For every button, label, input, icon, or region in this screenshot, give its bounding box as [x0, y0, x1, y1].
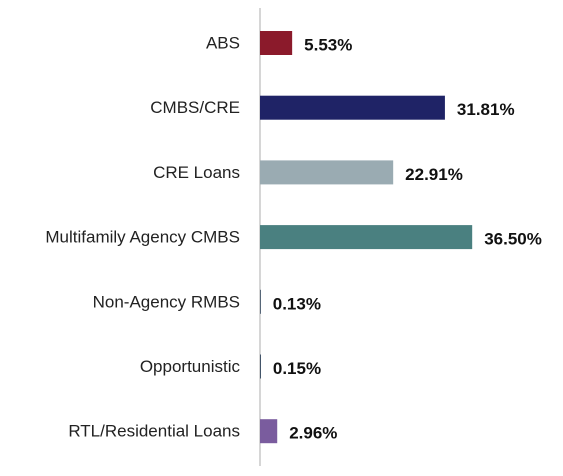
category-label-cmbs-cre: CMBS/CRE: [150, 98, 240, 117]
bar-non-agency-rmbs: [260, 289, 261, 314]
category-label-non-agency-rmbs: Non-Agency RMBS: [93, 292, 240, 311]
value-label-multifamily-agency-cmbs: 36.50%: [484, 230, 542, 249]
value-labels-group: 5.53% 31.81% 22.91% 36.50% 0.13% 0.15% 2.96%: [273, 36, 542, 443]
bars-group: [260, 31, 473, 444]
value-label-cre-loans: 22.91%: [405, 165, 463, 184]
category-label-multifamily-agency-cmbs: Multifamily Agency CMBS: [45, 228, 240, 247]
category-label-cre-loans: CRE Loans: [153, 163, 240, 182]
bar-rtl-residential-loans: [260, 419, 278, 444]
category-label-opportunistic: Opportunistic: [140, 357, 241, 376]
category-labels-group: ABS CMBS/CRE CRE Loans Multifamily Agency C…: [45, 34, 240, 441]
bar-multifamily-agency-cmbs: [260, 225, 473, 250]
value-label-rtl-residential-loans: 2.96%: [289, 424, 337, 443]
value-label-opportunistic: 0.15%: [273, 359, 321, 378]
bar-cre-loans: [260, 160, 394, 185]
value-label-cmbs-cre: 31.81%: [457, 100, 515, 119]
value-label-abs: 5.53%: [304, 36, 352, 55]
category-label-rtl-residential-loans: RTL/Residential Loans: [68, 422, 240, 441]
category-label-abs: ABS: [206, 34, 240, 53]
bar-cmbs-cre: [260, 95, 445, 120]
bar-abs: [260, 31, 293, 55]
value-label-non-agency-rmbs: 0.13%: [273, 294, 321, 313]
bar-opportunistic: [260, 354, 261, 379]
